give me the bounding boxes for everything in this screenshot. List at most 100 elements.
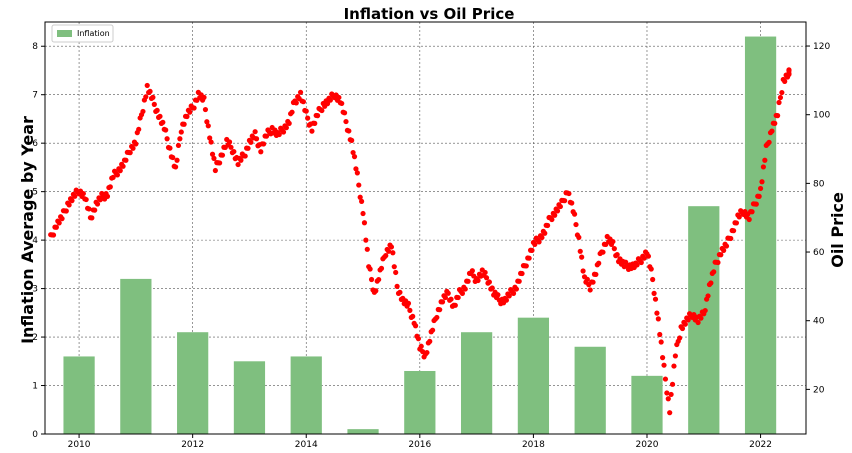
oil-price-point	[361, 220, 368, 226]
oil-price-point	[542, 230, 548, 236]
oil-price-point	[300, 99, 306, 105]
bar-inflation-2014	[290, 356, 322, 434]
oil-price-point	[549, 216, 555, 223]
oil-price-point	[475, 277, 481, 284]
y-right-tick-label: 120	[813, 42, 830, 52]
oil-price-point	[469, 268, 475, 274]
oil-price-point	[191, 105, 197, 111]
oil-price-point	[554, 208, 561, 214]
oil-price-point	[69, 198, 75, 204]
oil-price-point	[786, 70, 792, 77]
oil-price-point	[143, 94, 149, 100]
oil-price-point	[151, 101, 157, 107]
oil-price-point	[445, 290, 451, 296]
oil-price-point	[219, 152, 226, 158]
bar-inflation-2015	[347, 429, 379, 434]
oil-price-point	[529, 247, 535, 253]
oil-price-point	[393, 269, 399, 276]
oil-price-point	[327, 97, 333, 103]
oil-price-point	[757, 185, 764, 192]
oil-price-point	[614, 251, 620, 258]
oil-price-point	[610, 238, 616, 245]
legend-label-inflation: Inflation	[77, 29, 110, 38]
oil-price-point	[455, 294, 461, 301]
x-tick-label: 2020	[636, 440, 659, 450]
oil-price-point	[539, 234, 545, 241]
oil-price-point	[746, 216, 752, 223]
oil-price-point	[297, 89, 304, 95]
oil-price-point	[766, 139, 772, 145]
oil-price-point	[665, 396, 671, 402]
oil-price-point	[611, 246, 617, 252]
oil-price-point	[120, 163, 126, 169]
oil-price-point	[777, 94, 784, 101]
scatter-series-oil-price	[48, 67, 792, 416]
oil-price-point	[309, 128, 315, 134]
oil-price-point	[760, 164, 767, 170]
oil-price-point	[167, 145, 173, 151]
oil-price-point	[94, 201, 101, 207]
oil-price-point	[184, 113, 190, 120]
y-right-tick-label: 80	[813, 179, 825, 189]
oil-price-point	[97, 197, 103, 203]
oil-price-point	[672, 353, 678, 359]
oil-price-point	[136, 126, 142, 132]
oil-price-point	[448, 296, 454, 302]
y-axis-left-title: Inflation Average by Year	[18, 116, 37, 344]
oil-price-point	[89, 215, 95, 221]
x-tick-label: 2014	[295, 440, 318, 450]
oil-price-point	[516, 278, 522, 284]
oil-price-point	[357, 194, 363, 200]
oil-price-point	[205, 123, 211, 129]
bar-inflation-2019	[574, 346, 606, 434]
oil-price-point	[144, 82, 150, 89]
oil-price-point	[519, 270, 525, 277]
oil-price-point	[736, 214, 742, 220]
x-tick-label: 2022	[749, 440, 772, 450]
oil-price-point	[677, 335, 683, 341]
oil-price-point	[242, 153, 248, 159]
oil-price-point	[576, 234, 582, 240]
oil-price-point	[733, 220, 740, 226]
oil-price-point	[354, 170, 360, 176]
oil-price-point	[364, 246, 370, 252]
oil-price-point	[769, 128, 775, 134]
oil-price-point	[523, 263, 529, 269]
oil-price-point	[252, 129, 258, 135]
oil-price-point	[711, 269, 717, 275]
oil-price-point	[452, 302, 458, 308]
oil-price-point	[245, 145, 251, 151]
oil-price-point	[728, 235, 734, 242]
oil-price-point	[652, 296, 659, 302]
bar-inflation-2018	[517, 317, 550, 434]
oil-price-point	[368, 276, 375, 283]
oil-price-point	[283, 125, 289, 131]
oil-price-point	[253, 136, 260, 142]
oil-price-point	[175, 142, 182, 149]
bar-series-inflation	[63, 36, 777, 435]
y-left-tick-label: 5	[32, 188, 38, 198]
oil-price-point	[53, 224, 59, 230]
oil-price-point	[584, 276, 590, 282]
oil-price-point	[80, 190, 86, 197]
oil-price-point	[238, 157, 244, 163]
oil-price-point	[173, 164, 179, 170]
oil-price-point	[526, 255, 532, 261]
oil-price-point	[363, 237, 369, 243]
oil-price-point	[718, 252, 724, 258]
oil-price-point	[775, 113, 781, 119]
oil-price-point	[577, 248, 583, 254]
oil-price-point	[231, 148, 237, 155]
oil-price-point	[427, 338, 433, 344]
oil-price-point	[303, 108, 309, 114]
oil-price-point	[360, 210, 366, 217]
oil-price-point	[407, 307, 413, 313]
oil-price-point	[634, 262, 640, 268]
oil-price-point	[405, 300, 412, 306]
oil-price-point	[293, 100, 299, 106]
oil-price-point	[695, 319, 701, 326]
oil-price-point	[226, 139, 233, 145]
bar-inflation-2022	[744, 36, 777, 435]
oil-price-point	[749, 209, 755, 215]
x-tick-label: 2010	[68, 440, 91, 450]
